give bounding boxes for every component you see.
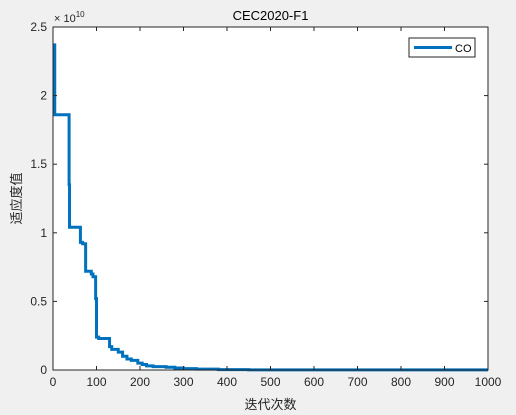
y-tick-label: 1.5	[30, 157, 47, 171]
legend-label-co: CO	[455, 43, 472, 55]
x-tick-label: 100	[86, 375, 106, 389]
legend: CO	[408, 37, 476, 58]
exponent-base: × 10	[54, 13, 76, 25]
x-tick-label: 800	[391, 375, 411, 389]
x-tick-label: 700	[347, 375, 367, 389]
x-tick-label: 500	[260, 375, 280, 389]
chart-title: CEC2020-F1	[233, 8, 309, 23]
x-axis: 0 100 200 300 400 500 600 700 800 900 1000	[50, 27, 502, 389]
y-tick-label: 0.5	[30, 294, 47, 308]
plot-area	[53, 27, 488, 370]
x-tick-label: 300	[173, 375, 193, 389]
x-axis-label: 迭代次数	[244, 397, 296, 412]
x-tick-label: 1000	[475, 375, 502, 389]
y-axis-exponent: × 1010	[54, 10, 85, 25]
x-tick-label: 900	[434, 375, 454, 389]
y-tick-label: 2.5	[30, 20, 47, 34]
y-axis: 0 0.5 1 1.5 2 2.5	[30, 20, 488, 377]
x-tick-label: 200	[130, 375, 150, 389]
x-tick-label: 400	[217, 375, 237, 389]
x-tick-label: 600	[304, 375, 324, 389]
y-axis-label: 适应度值	[9, 172, 24, 224]
x-tick-label: 0	[50, 375, 57, 389]
y-tick-label: 0	[40, 363, 47, 377]
y-tick-label: 1	[40, 226, 47, 240]
exponent-power: 10	[76, 10, 85, 19]
y-tick-label: 2	[40, 89, 47, 103]
